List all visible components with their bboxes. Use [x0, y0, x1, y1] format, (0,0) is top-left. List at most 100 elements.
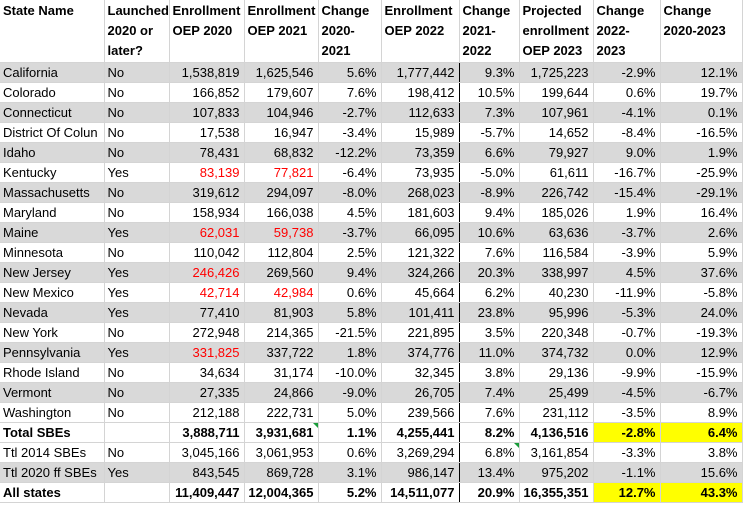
value-cell[interactable]: 34,634 [169, 362, 245, 383]
value-cell[interactable]: 110,042 [169, 242, 245, 263]
value-cell[interactable]: 1.8% [318, 342, 382, 363]
value-cell[interactable]: 7.6% [459, 402, 520, 423]
value-cell[interactable]: 112,633 [381, 102, 460, 123]
value-cell[interactable]: 121,322 [381, 242, 460, 263]
value-cell[interactable]: -21.5% [318, 322, 382, 343]
value-cell[interactable]: 3,931,681 [244, 422, 319, 443]
value-cell[interactable]: -12.2% [318, 142, 382, 163]
value-cell[interactable]: 7.4% [459, 382, 520, 403]
value-cell[interactable]: -4.5% [593, 382, 661, 403]
launched-cell[interactable]: No [104, 242, 170, 263]
value-cell[interactable]: 42,714 [169, 282, 245, 303]
launched-cell[interactable]: No [104, 402, 170, 423]
value-cell[interactable]: 104,946 [244, 102, 319, 123]
state-name-cell[interactable]: Ttl 2014 SBEs [0, 442, 105, 463]
value-cell[interactable]: 12.7% [593, 482, 661, 503]
launched-cell[interactable]: Yes [104, 342, 170, 363]
value-cell[interactable]: 32,345 [381, 362, 460, 383]
launched-cell[interactable] [104, 422, 170, 443]
value-cell[interactable]: -0.7% [593, 322, 661, 343]
value-cell[interactable]: 9.4% [459, 202, 520, 223]
value-cell[interactable]: 158,934 [169, 202, 245, 223]
value-cell[interactable]: 7.6% [459, 242, 520, 263]
value-cell[interactable]: 181,603 [381, 202, 460, 223]
launched-cell[interactable]: No [104, 142, 170, 163]
value-cell[interactable]: 13.4% [459, 462, 520, 483]
value-cell[interactable]: 3.5% [459, 322, 520, 343]
launched-cell[interactable]: Yes [104, 462, 170, 483]
value-cell[interactable]: -3.9% [593, 242, 661, 263]
value-cell[interactable]: -5.0% [459, 162, 520, 183]
value-cell[interactable]: -19.3% [660, 322, 743, 343]
launched-cell[interactable]: No [104, 382, 170, 403]
state-name-cell[interactable]: Total SBEs [0, 422, 105, 443]
value-cell[interactable]: 6.4% [660, 422, 743, 443]
value-cell[interactable]: 9.4% [318, 262, 382, 283]
value-cell[interactable]: -16.5% [660, 122, 743, 143]
value-cell[interactable]: 324,266 [381, 262, 460, 283]
value-cell[interactable]: 14,511,077 [381, 482, 460, 503]
value-cell[interactable]: 6.2% [459, 282, 520, 303]
launched-cell[interactable]: No [104, 62, 170, 83]
value-cell[interactable]: -2.9% [593, 62, 661, 83]
header-cell[interactable]: Enrollment OEP 2022 [381, 0, 460, 63]
value-cell[interactable]: 62,031 [169, 222, 245, 243]
state-name-cell[interactable]: New Mexico [0, 282, 105, 303]
value-cell[interactable]: 166,038 [244, 202, 319, 223]
value-cell[interactable]: 78,431 [169, 142, 245, 163]
value-cell[interactable]: 17,538 [169, 122, 245, 143]
value-cell[interactable]: 2.5% [318, 242, 382, 263]
value-cell[interactable]: 374,776 [381, 342, 460, 363]
launched-cell[interactable]: Yes [104, 282, 170, 303]
value-cell[interactable]: 9.3% [459, 62, 520, 83]
value-cell[interactable]: 5.8% [318, 302, 382, 323]
value-cell[interactable]: -9.0% [318, 382, 382, 403]
value-cell[interactable]: 269,560 [244, 262, 319, 283]
value-cell[interactable]: -10.0% [318, 362, 382, 383]
value-cell[interactable]: 25,499 [519, 382, 594, 403]
value-cell[interactable]: 199,644 [519, 82, 594, 103]
value-cell[interactable]: 239,566 [381, 402, 460, 423]
value-cell[interactable]: 3,161,854 [519, 442, 594, 463]
value-cell[interactable]: -3.3% [593, 442, 661, 463]
value-cell[interactable]: 27,335 [169, 382, 245, 403]
launched-cell[interactable] [104, 482, 170, 503]
value-cell[interactable]: 166,852 [169, 82, 245, 103]
state-name-cell[interactable]: Ttl 2020 ff SBEs [0, 462, 105, 483]
state-name-cell[interactable]: Minnesota [0, 242, 105, 263]
value-cell[interactable]: 3,061,953 [244, 442, 319, 463]
value-cell[interactable]: 6.8% [459, 442, 520, 463]
value-cell[interactable]: 31,174 [244, 362, 319, 383]
value-cell[interactable]: 9.0% [593, 142, 661, 163]
launched-cell[interactable]: Yes [104, 162, 170, 183]
header-cell[interactable]: Enrollment OEP 2021 [244, 0, 319, 63]
value-cell[interactable]: 16,947 [244, 122, 319, 143]
state-name-cell[interactable]: Massachusetts [0, 182, 105, 203]
launched-cell[interactable]: No [104, 82, 170, 103]
launched-cell[interactable]: Yes [104, 302, 170, 323]
value-cell[interactable]: 3.8% [660, 442, 743, 463]
state-name-cell[interactable]: Nevada [0, 302, 105, 323]
value-cell[interactable]: 77,821 [244, 162, 319, 183]
value-cell[interactable]: -2.8% [593, 422, 661, 443]
value-cell[interactable]: 1,625,546 [244, 62, 319, 83]
value-cell[interactable]: 12,004,365 [244, 482, 319, 503]
state-name-cell[interactable]: Rhode Island [0, 362, 105, 383]
value-cell[interactable]: -8.4% [593, 122, 661, 143]
header-cell[interactable]: Projected enrollment OEP 2023 [519, 0, 594, 63]
value-cell[interactable]: 8.2% [459, 422, 520, 443]
value-cell[interactable]: -16.7% [593, 162, 661, 183]
value-cell[interactable]: 81,903 [244, 302, 319, 323]
launched-cell[interactable]: No [104, 122, 170, 143]
value-cell[interactable]: 198,412 [381, 82, 460, 103]
value-cell[interactable]: -2.7% [318, 102, 382, 123]
value-cell[interactable]: 59,738 [244, 222, 319, 243]
value-cell[interactable]: 3,269,294 [381, 442, 460, 463]
state-name-cell[interactable]: California [0, 62, 105, 83]
value-cell[interactable]: -8.9% [459, 182, 520, 203]
header-cell[interactable]: Launched 2020 or later? [104, 0, 170, 63]
value-cell[interactable]: -11.9% [593, 282, 661, 303]
value-cell[interactable]: 5.9% [660, 242, 743, 263]
value-cell[interactable]: -15.9% [660, 362, 743, 383]
value-cell[interactable]: 19.7% [660, 82, 743, 103]
